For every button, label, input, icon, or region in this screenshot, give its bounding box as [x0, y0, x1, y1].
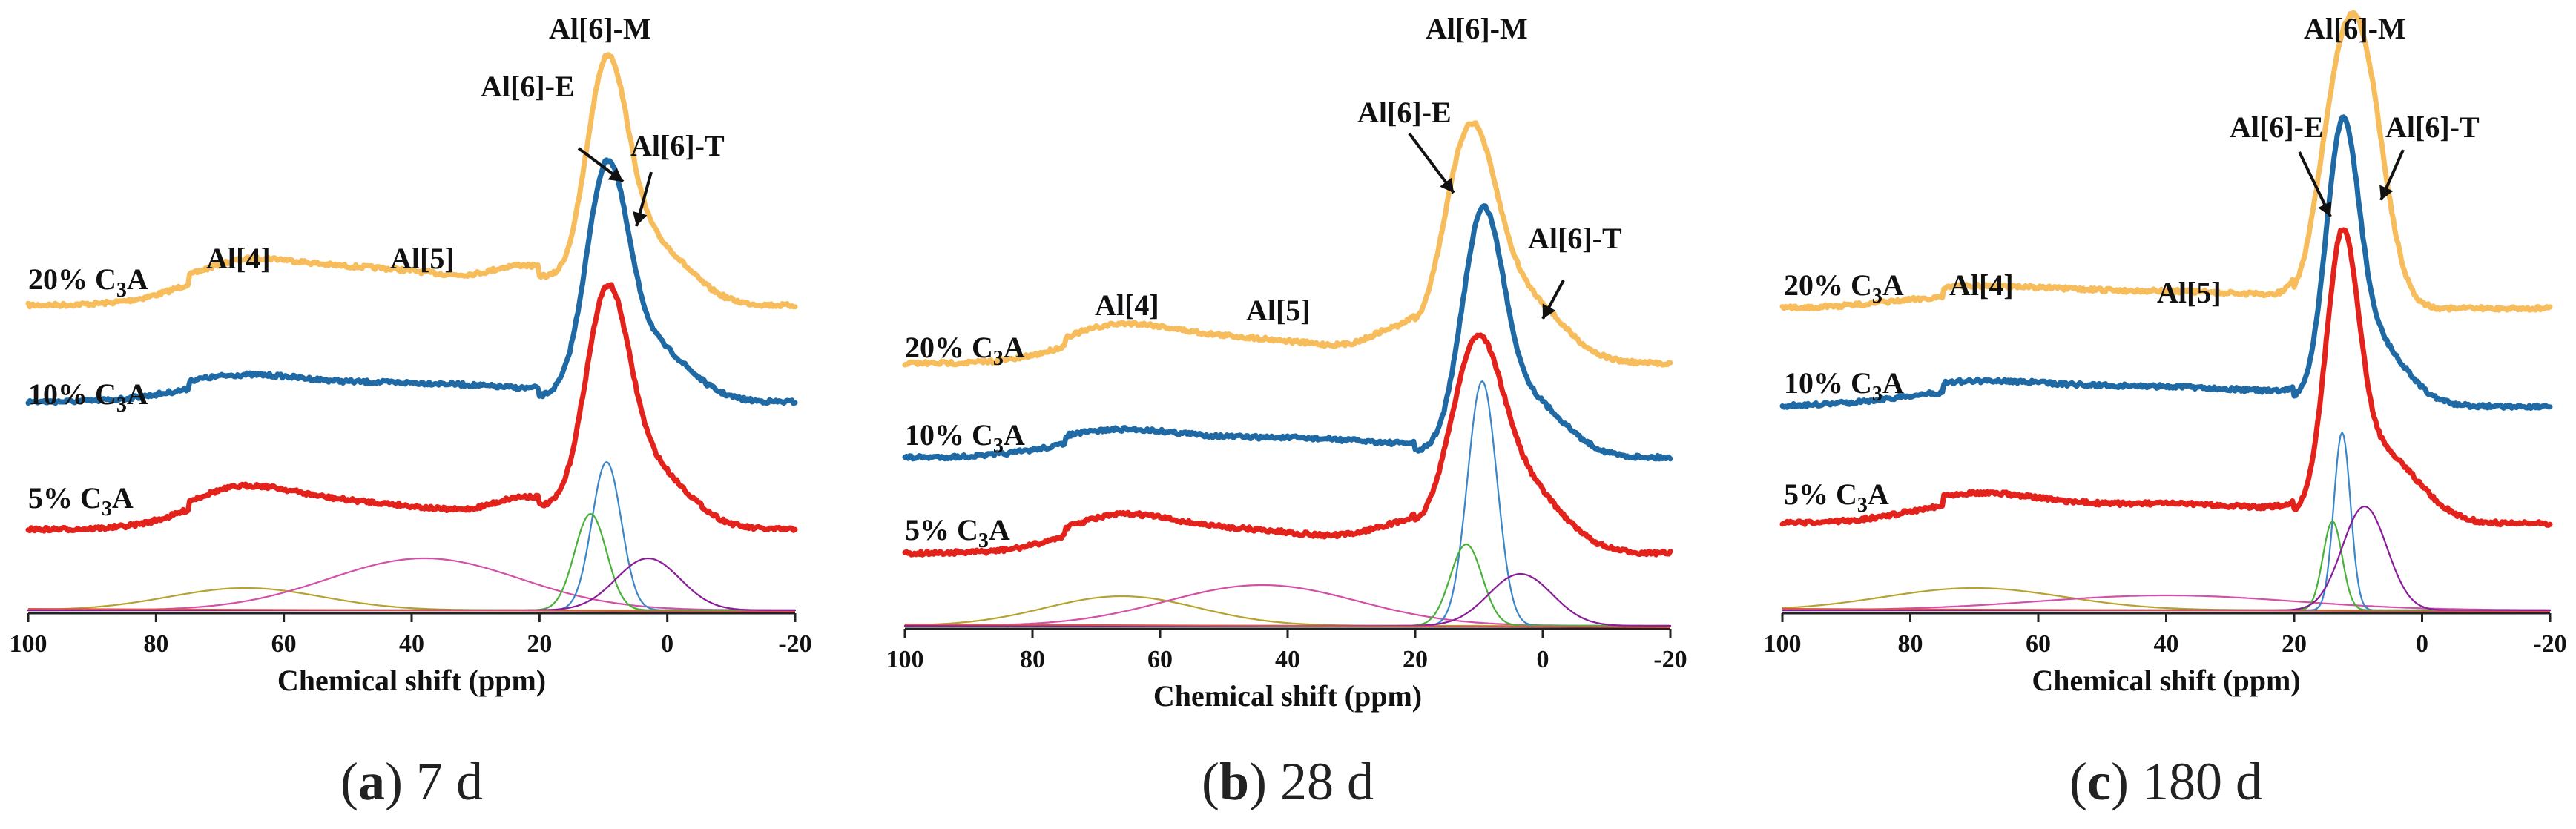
- fit-baseline: [27, 608, 796, 612]
- series-label: 10% C3A: [905, 418, 1025, 458]
- annotation-label: Al[6]-T: [630, 129, 725, 162]
- fit-component-line: [903, 595, 1672, 627]
- panel-c-caption-text: 180 d: [2129, 752, 2262, 811]
- annotation-label: Al[4]: [206, 242, 271, 275]
- x-tick-label: 60: [271, 630, 297, 658]
- series-line-20pct: [25, 52, 798, 310]
- annotation-label: Al[6]-E: [481, 70, 575, 103]
- fit-component-line: [903, 572, 1672, 627]
- fit-component-line: [903, 584, 1672, 627]
- annotation-label: Al[4]: [1949, 268, 2014, 302]
- series-label: 20% C3A: [905, 331, 1025, 370]
- fit-component-line: [1781, 594, 2552, 611]
- x-tick-label: 40: [2154, 630, 2179, 658]
- x-tick-label: 100: [886, 646, 924, 673]
- series-line-10pct: [1779, 114, 2553, 411]
- arrow-head: [633, 211, 648, 226]
- x-tick-label: 0: [661, 630, 673, 658]
- series-label: 10% C3A: [28, 377, 148, 417]
- annotation-label: Al[6]-T: [1528, 222, 1622, 255]
- annotation-label: Al[6]-M: [1426, 12, 1528, 45]
- x-tick-label: 80: [1898, 630, 1923, 658]
- series-label: 20% C3A: [1784, 268, 1904, 308]
- series-line-10pct: [25, 157, 798, 406]
- fit-component-line: [27, 512, 797, 612]
- annotation-label: Al[5]: [2157, 276, 2221, 309]
- annotation-label: Al[6]-M: [549, 12, 651, 45]
- panel-a-caption-text: 7 d: [403, 752, 483, 811]
- annotation-label: Al[6]-M: [2304, 12, 2406, 45]
- fit-component-line: [27, 557, 797, 612]
- annotation-label: Al[6]-E: [1357, 96, 1452, 129]
- series-line-5pct: [25, 282, 798, 534]
- panel-c: 100 80 60 40 20 0 -20 Chemical shift (ppm) 20% C…: [1764, 10, 2567, 697]
- fit-component-line: [1781, 520, 2552, 612]
- fit-baseline: [1782, 608, 2551, 612]
- x-tick-label: -20: [2533, 630, 2566, 658]
- x-tick-label: 40: [1275, 646, 1300, 673]
- fit-component-line: [27, 587, 797, 612]
- x-tick-label: 0: [2416, 630, 2428, 658]
- arrow-head: [607, 168, 623, 182]
- panel-b: 100 80 60 40 20 0 -20 Chemical shift (ppm) 20% C…: [886, 12, 1687, 713]
- x-axis-label: Chemical shift (ppm): [1153, 679, 1422, 713]
- annotation-label: Al[5]: [390, 242, 455, 275]
- panel-a-caption: (a) 7 d: [340, 752, 483, 811]
- series-line-20pct: [902, 120, 1673, 368]
- series-line-5pct: [902, 332, 1673, 558]
- fit-component-line: [27, 557, 797, 612]
- x-tick-label: 60: [1147, 646, 1173, 673]
- panel-c-letter: c: [2087, 752, 2111, 811]
- panel-a-letter: a: [358, 752, 385, 811]
- arrow-head: [2379, 185, 2394, 200]
- x-tick-label: 20: [2282, 630, 2307, 658]
- series-label: 5% C3A: [905, 513, 1010, 552]
- panel-b-caption: (b) 28 d: [1202, 752, 1374, 811]
- series-line-10pct: [902, 203, 1673, 462]
- arrow-head: [1440, 177, 1454, 193]
- x-axis-label: Chemical shift (ppm): [277, 664, 546, 697]
- arrow-head: [1542, 303, 1556, 319]
- series-label: 20% C3A: [28, 262, 148, 302]
- annotation-label: Al[6]-E: [2230, 110, 2324, 144]
- annotation-label: Al[5]: [1246, 294, 1311, 327]
- panel-b-caption-text: 28 d: [1267, 752, 1374, 811]
- series-label: 5% C3A: [1784, 478, 1889, 517]
- arrow-head: [2318, 201, 2332, 217]
- series-line-5pct: [1779, 227, 2553, 528]
- x-tick-label: 80: [143, 630, 168, 658]
- series-line-20pct: [1779, 10, 2553, 313]
- x-tick-label: 80: [1020, 646, 1045, 673]
- annotation-label: Al[4]: [1095, 288, 1159, 322]
- panel-a: 100 80 60 40 20 0 -20 Chemical shift (ppm) 20% C…: [10, 12, 812, 697]
- x-tick-label: 40: [399, 630, 424, 658]
- panel-b-letter: b: [1219, 752, 1249, 811]
- x-tick-label: -20: [778, 630, 811, 658]
- fit-component-line: [1781, 431, 2552, 612]
- x-tick-label: 20: [1403, 646, 1428, 673]
- x-tick-label: -20: [1653, 646, 1687, 673]
- x-tick-label: 20: [527, 630, 552, 658]
- annotation-label: Al[6]-T: [2385, 110, 2480, 144]
- x-tick-label: 60: [2026, 630, 2051, 658]
- series-label: 10% C3A: [1784, 366, 1904, 406]
- fit-baseline: [904, 624, 1671, 628]
- x-axis-label: Chemical shift (ppm): [2032, 664, 2300, 697]
- x-tick-label: 0: [1537, 646, 1549, 673]
- x-tick-label: 100: [1764, 630, 1802, 658]
- series-label: 5% C3A: [28, 481, 134, 521]
- fit-component-line: [1781, 587, 2552, 612]
- panel-c-caption: (c) 180 d: [2069, 752, 2262, 811]
- x-tick-label: 100: [10, 630, 47, 658]
